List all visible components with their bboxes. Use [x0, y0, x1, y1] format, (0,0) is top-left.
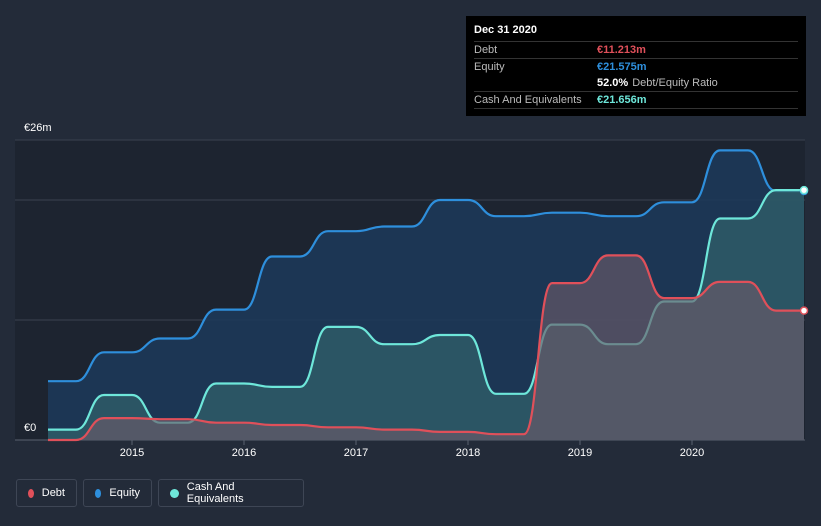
- legend-cash-label: Cash And Equivalents: [186, 481, 244, 505]
- debt-end-marker[interactable]: [799, 306, 809, 315]
- cash-end-marker[interactable]: [799, 185, 809, 195]
- tooltip-ratio-value: 52.0%: [597, 77, 629, 89]
- y-tick-label-zero: €0: [24, 422, 37, 434]
- legend-equity-label: Equity: [109, 487, 140, 499]
- tooltip-equity-row: Equity €21.575m: [474, 58, 798, 75]
- legend-cash-button[interactable]: Cash And Equivalents: [158, 479, 304, 507]
- tooltip-cash-row: Cash And Equivalents €21.656m: [474, 91, 798, 109]
- x-tick-label-2018: 2018: [456, 447, 480, 459]
- x-tick-label-2017: 2017: [344, 447, 368, 459]
- x-tick-label-2016: 2016: [232, 447, 256, 459]
- tooltip-equity-label: Equity: [474, 61, 505, 73]
- legend-debt-label: Debt: [41, 487, 65, 499]
- x-tick-label-2019: 2019: [568, 447, 592, 459]
- equity-line: [47, 149, 804, 383]
- data-tooltip: Dec 31 2020 Debt €11.213m Equity €21.575…: [466, 16, 806, 116]
- y-tick-label-max: €26m: [24, 122, 52, 134]
- tooltip-ratio-label: Debt/Equity Ratio: [632, 77, 718, 89]
- tooltip-cash-value: €21.656m: [597, 94, 647, 106]
- tooltip-ratio-row: 52.0% Debt/Equity Ratio: [474, 75, 798, 91]
- legend-equity-button[interactable]: Equity: [83, 479, 152, 507]
- legend-cash-dot-icon: [170, 488, 179, 498]
- tooltip-cash-label: Cash And Equivalents: [474, 94, 582, 106]
- legend-debt-button[interactable]: Debt: [16, 479, 77, 507]
- x-tick-label-2020: 2020: [680, 447, 704, 459]
- tooltip-equity-value: €21.575m: [597, 61, 647, 73]
- legend-equity-dot-icon: [95, 488, 102, 498]
- debt-line: [48, 254, 804, 442]
- series-layer: [47, 149, 809, 442]
- tooltip-date: Dec 31 2020: [474, 24, 537, 36]
- legend-debt-dot-icon: [28, 488, 34, 498]
- x-tick-label-2015: 2015: [120, 447, 144, 459]
- tooltip-debt-row: Debt €11.213m: [474, 41, 798, 58]
- tooltip-debt-label: Debt: [474, 44, 498, 56]
- x-axis: 2015 2016 2017 2018 2019 2020: [120, 440, 704, 459]
- debt-area: [48, 255, 804, 440]
- tooltip-debt-value: €11.213m: [597, 44, 646, 56]
